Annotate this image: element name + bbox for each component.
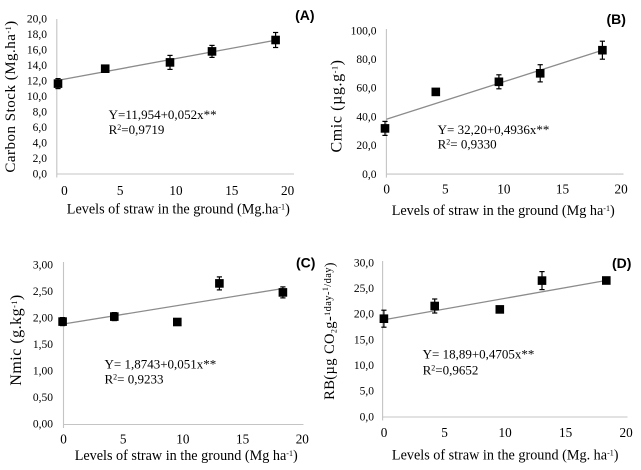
svg-text:10: 10 bbox=[176, 431, 190, 446]
svg-text:20: 20 bbox=[281, 183, 295, 198]
svg-text:10: 10 bbox=[497, 182, 511, 197]
svg-text:18,0: 18,0 bbox=[27, 29, 47, 41]
svg-text:20: 20 bbox=[615, 182, 629, 197]
svg-text:5: 5 bbox=[120, 431, 127, 446]
svg-text:R2=0,9719: R2=0,9719 bbox=[109, 122, 165, 137]
svg-text:10: 10 bbox=[499, 425, 513, 440]
svg-text:6,0: 6,0 bbox=[33, 122, 48, 134]
svg-text:Cmic (µg.g-1): Cmic (µg.g-1) bbox=[328, 59, 345, 152]
svg-text:2,50: 2,50 bbox=[33, 286, 53, 298]
svg-text:20: 20 bbox=[296, 431, 310, 446]
svg-text:60,0: 60,0 bbox=[356, 83, 376, 95]
svg-text:10,0: 10,0 bbox=[27, 91, 47, 103]
svg-text:20,0: 20,0 bbox=[356, 140, 376, 152]
svg-text:1,00: 1,00 bbox=[33, 365, 53, 377]
svg-text:4,0: 4,0 bbox=[33, 137, 48, 149]
svg-text:15: 15 bbox=[559, 425, 573, 440]
svg-text:1,50: 1,50 bbox=[33, 339, 53, 351]
svg-text:2,00: 2,00 bbox=[33, 312, 53, 324]
svg-text:5: 5 bbox=[441, 425, 448, 440]
svg-text:0: 0 bbox=[61, 183, 68, 198]
svg-text:20,0: 20,0 bbox=[354, 309, 374, 321]
svg-text:2,0: 2,0 bbox=[33, 153, 48, 165]
svg-text:0,50: 0,50 bbox=[33, 392, 53, 404]
svg-text:80,0: 80,0 bbox=[356, 54, 376, 66]
svg-text:R2=0,9652: R2=0,9652 bbox=[423, 362, 479, 377]
svg-text:Levels of straw in the ground: Levels of straw in the ground (Mg ha-1) bbox=[75, 448, 298, 464]
svg-text:8,0: 8,0 bbox=[33, 106, 48, 118]
svg-text:20,0: 20,0 bbox=[27, 14, 47, 26]
svg-text:Y=11,954+0,052x**: Y=11,954+0,052x** bbox=[109, 107, 217, 122]
svg-text:Carbon Stock (Mg.ha-1): Carbon Stock (Mg.ha-1) bbox=[3, 20, 19, 172]
svg-text:30,0: 30,0 bbox=[354, 257, 374, 269]
svg-text:Levels of straw in the ground: Levels of straw in the ground (Mg.ha-1) bbox=[67, 202, 290, 218]
svg-text:R2= 0,9330: R2= 0,9330 bbox=[438, 137, 497, 152]
svg-text:10,0: 10,0 bbox=[354, 360, 374, 372]
svg-text:0: 0 bbox=[60, 431, 67, 446]
svg-text:15: 15 bbox=[236, 431, 250, 446]
svg-text:Nmic (g.kg-1): Nmic (g.kg-1) bbox=[8, 294, 25, 385]
svg-text:Y= 32,20+0,4936x**: Y= 32,20+0,4936x** bbox=[438, 122, 550, 137]
svg-text:0,0: 0,0 bbox=[360, 411, 375, 423]
svg-text:16,0: 16,0 bbox=[27, 45, 47, 57]
svg-text:0: 0 bbox=[383, 182, 390, 197]
svg-text:20: 20 bbox=[620, 425, 634, 440]
svg-text:Levels of straw in the ground: Levels of straw in the ground (Mg ha-1) bbox=[392, 203, 615, 219]
svg-text:15,0: 15,0 bbox=[354, 334, 374, 346]
svg-text:15: 15 bbox=[556, 182, 570, 197]
svg-text:Levels of straw in the ground: Levels of straw in the ground (Mg. ha-1) bbox=[392, 447, 619, 463]
svg-text:25,0: 25,0 bbox=[354, 283, 374, 295]
svg-text:5: 5 bbox=[442, 182, 449, 197]
svg-text:(C): (C) bbox=[296, 255, 315, 271]
svg-text:R2= 0,9233: R2= 0,9233 bbox=[105, 371, 164, 386]
svg-text:(B): (B) bbox=[606, 11, 625, 27]
svg-text:0,0: 0,0 bbox=[362, 169, 377, 181]
svg-text:5: 5 bbox=[117, 183, 124, 198]
svg-text:40,0: 40,0 bbox=[356, 112, 376, 124]
svg-text:Y= 1,8743+0,051x**: Y= 1,8743+0,051x** bbox=[105, 357, 217, 372]
svg-text:10: 10 bbox=[169, 183, 183, 198]
svg-text:0,0: 0,0 bbox=[33, 168, 48, 180]
svg-text:(D): (D) bbox=[612, 255, 631, 271]
svg-text:(A): (A) bbox=[295, 7, 314, 23]
svg-text:Y= 18,89+0,4705x**: Y= 18,89+0,4705x** bbox=[423, 347, 535, 362]
svg-text:0,00: 0,00 bbox=[33, 418, 53, 430]
svg-text:14,0: 14,0 bbox=[27, 60, 47, 72]
svg-text:3,00: 3,00 bbox=[33, 259, 53, 271]
svg-text:100,0: 100,0 bbox=[351, 25, 377, 37]
svg-text:5,0: 5,0 bbox=[360, 386, 375, 398]
svg-text:0: 0 bbox=[381, 425, 388, 440]
svg-text:15: 15 bbox=[225, 183, 239, 198]
svg-text:12,0: 12,0 bbox=[27, 76, 47, 88]
